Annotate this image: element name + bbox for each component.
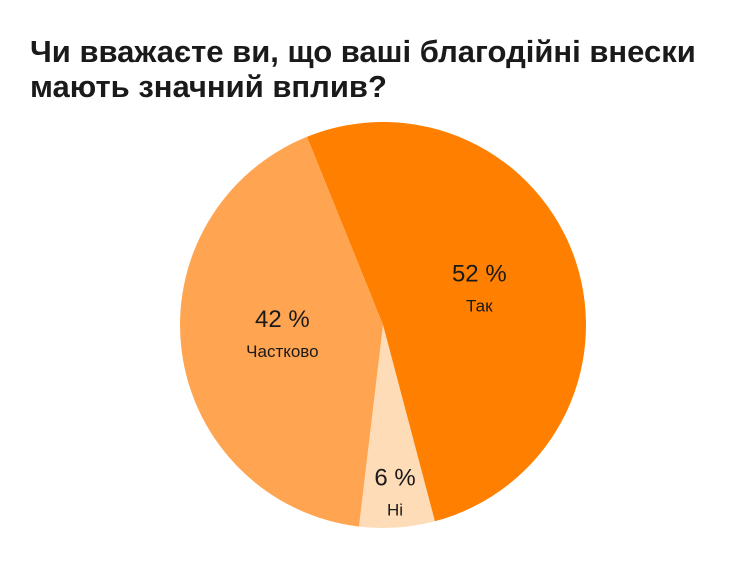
slice-category-label: Ні (387, 501, 403, 520)
pie-slice-1 (358, 325, 435, 528)
chart-title: Чи вважаєте ви, що ваші благодійні внеск… (30, 34, 696, 104)
pie-slice-0 (306, 122, 586, 522)
slice-category-label: Частково (246, 342, 318, 361)
pie-slices (180, 122, 586, 528)
slice-value-label: 42 % (255, 306, 310, 333)
pie-labels: 52 % Так 6 % Ні 42 % Частково (246, 260, 506, 519)
slice-value-label: 52 % (452, 260, 507, 287)
slice-value-label: 6 % (374, 464, 415, 491)
pie-slice-2 (180, 136, 383, 527)
slice-category-label: Так (466, 296, 493, 315)
